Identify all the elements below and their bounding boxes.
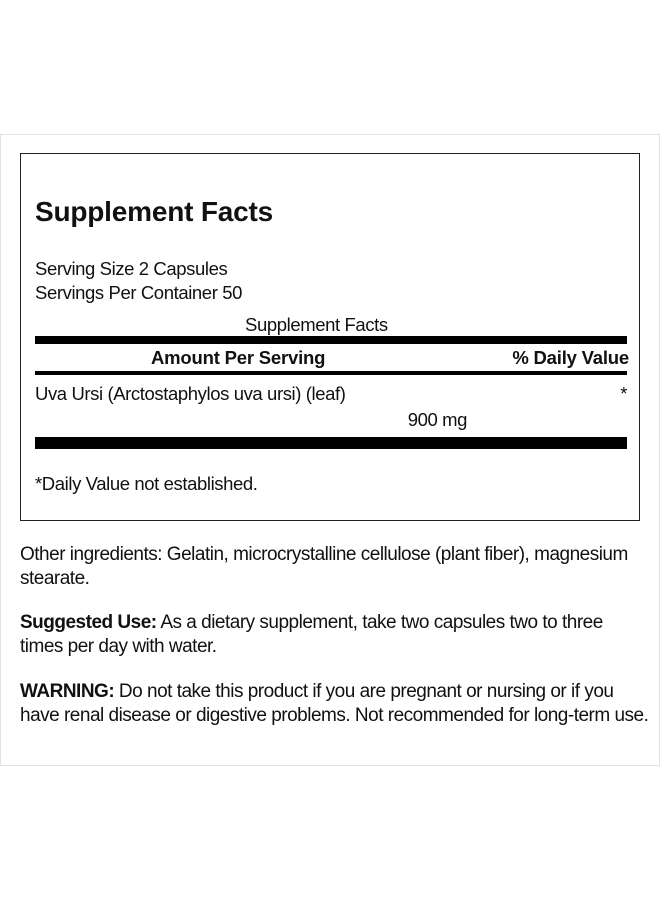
bottom-thick-divider: [35, 437, 627, 449]
header-amount-per-serving: Amount Per Serving: [151, 347, 326, 368]
servings-per-container: Servings Per Container 50: [35, 282, 242, 303]
warning-label: WARNING:: [20, 681, 115, 702]
supplement-facts-box: Supplement Facts Serving Size 2 Capsules…: [20, 153, 640, 521]
serving-size: Serving Size 2 Capsules: [35, 258, 228, 279]
suggested-use-text: As a dietary supplement, take two capsul…: [20, 612, 603, 657]
header-daily-value: % Daily Value: [512, 347, 629, 368]
suggested-use: Suggested Use: As a dietary supplement, …: [20, 611, 650, 659]
daily-value-footnote: *Daily Value not established.: [35, 473, 258, 494]
warning: WARNING: Do not take this product if you…: [20, 680, 650, 728]
suggested-use-label: Suggested Use:: [20, 612, 157, 633]
ingredient-daily-value: *: [620, 383, 627, 404]
table-caption: Supplement Facts: [245, 314, 388, 335]
warning-text: Do not take this product if you are preg…: [20, 681, 649, 726]
ingredient-amount: 900 mg: [407, 409, 468, 430]
other-ingredients: Other ingredients: Gelatin, microcrystal…: [20, 544, 628, 589]
supplement-facts-title: Supplement Facts: [35, 196, 273, 227]
thick-divider: [35, 336, 627, 344]
ingredient-name: Uva Ursi (Arctostaphylos uva ursi) (leaf…: [35, 383, 346, 404]
thin-divider: [35, 371, 627, 375]
